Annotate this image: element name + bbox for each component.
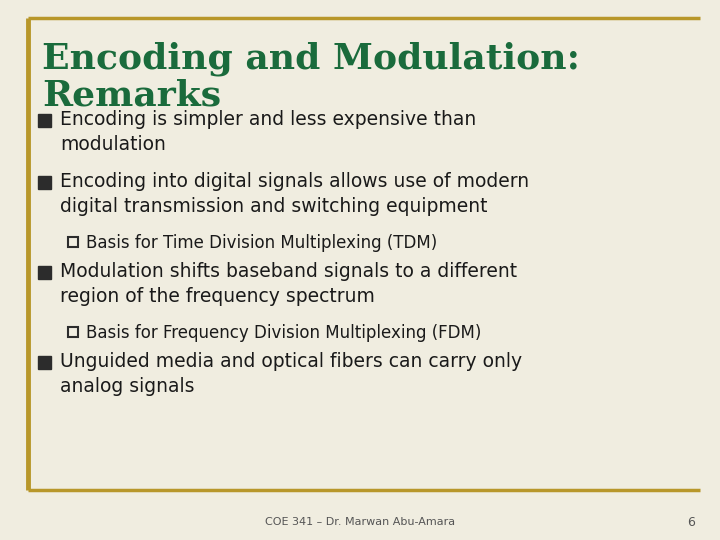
Text: Encoding is simpler and less expensive than
modulation: Encoding is simpler and less expensive t…: [60, 110, 476, 154]
Bar: [38, 114, 51, 127]
Text: 6: 6: [687, 516, 695, 529]
Text: Encoding and Modulation:: Encoding and Modulation:: [42, 42, 580, 77]
Text: Basis for Frequency Division Multiplexing (FDM): Basis for Frequency Division Multiplexin…: [86, 324, 482, 342]
Text: Encoding into digital signals allows use of modern
digital transmission and swit: Encoding into digital signals allows use…: [60, 172, 529, 216]
Bar: [38, 176, 51, 189]
Text: Modulation shifts baseband signals to a different
region of the frequency spectr: Modulation shifts baseband signals to a …: [60, 262, 517, 306]
Bar: [38, 356, 51, 369]
Text: COE 341 – Dr. Marwan Abu-Amara: COE 341 – Dr. Marwan Abu-Amara: [265, 517, 455, 527]
Text: Remarks: Remarks: [42, 78, 221, 112]
Text: Basis for Time Division Multiplexing (TDM): Basis for Time Division Multiplexing (TD…: [86, 234, 437, 252]
Bar: [38, 266, 51, 279]
Text: Unguided media and optical fibers can carry only
analog signals: Unguided media and optical fibers can ca…: [60, 352, 522, 396]
